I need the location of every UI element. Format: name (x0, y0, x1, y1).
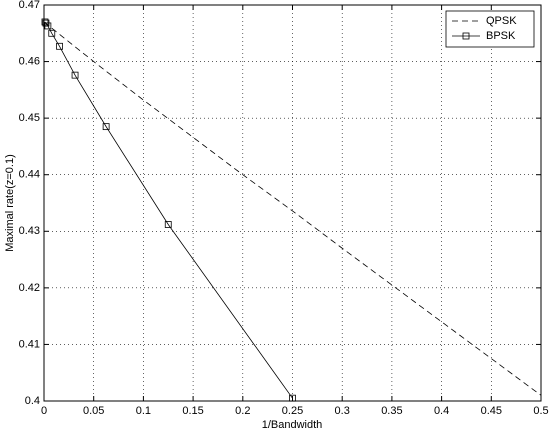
x-tick-label: 0 (41, 405, 47, 417)
x-tick-label: 0.2 (235, 405, 250, 417)
y-tick-label: 0.44 (19, 169, 40, 181)
x-tick-label: 0.05 (83, 405, 104, 417)
x-axis-label: 1/Bandwidth (262, 419, 323, 431)
y-tick-label: 0.46 (19, 55, 40, 67)
x-tick-label: 0.45 (481, 405, 502, 417)
series-line (44, 21, 293, 399)
y-tick-label: 0.47 (19, 0, 40, 11)
marker (48, 29, 56, 37)
marker (164, 221, 172, 228)
y-axis-label: Maximal rate(z=0.1) (4, 154, 16, 252)
series-line (43, 21, 542, 396)
y-tick-label: 0.43 (19, 225, 40, 237)
marker (56, 42, 63, 50)
x-tick-label: 0.1 (136, 405, 151, 417)
legend-label: BPSK (486, 30, 516, 42)
y-tick-label: 0.41 (19, 338, 40, 350)
legend-label: QPSK (486, 15, 517, 27)
x-tick-label: 0.35 (381, 405, 402, 417)
plot-area (44, 5, 541, 401)
marker (289, 394, 296, 402)
x-tick-label: 0.5 (533, 405, 548, 417)
y-tick-label: 0.42 (19, 282, 40, 294)
x-tick-label: 0.25 (282, 405, 303, 417)
x-tick-label: 0.4 (434, 405, 449, 417)
y-tick-label: 0.45 (19, 112, 40, 124)
marker (102, 123, 110, 131)
x-tick-label: 0.3 (335, 405, 350, 417)
marker (44, 22, 52, 30)
x-tick-label: 0.15 (182, 405, 203, 417)
legend-marker (462, 32, 470, 40)
y-tick-label: 0.4 (25, 395, 40, 407)
marker (71, 71, 79, 79)
legend-box (445, 10, 535, 48)
